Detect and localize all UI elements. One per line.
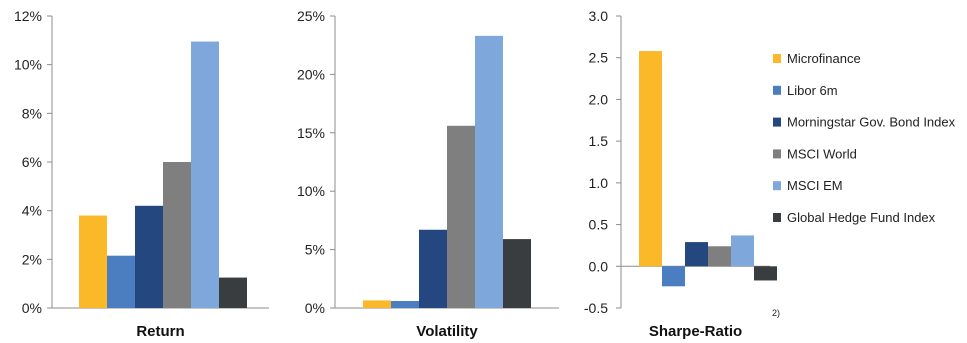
legend-label: MSCI World (787, 146, 857, 161)
bar-global-hedge-fund-index (219, 277, 247, 308)
y-tick-label: 4% (22, 203, 42, 219)
legend-item: MSCI World (773, 146, 857, 161)
legend-item: Morningstar Gov. Bond Index (773, 115, 956, 130)
y-tick-label: 0.5 (589, 217, 609, 233)
y-tick-label: 10% (297, 183, 325, 199)
y-tick-label: 2.0 (589, 91, 609, 107)
legend-item: MSCI EM (773, 178, 843, 193)
legend-swatch (773, 85, 781, 95)
y-tick-label: 15% (297, 125, 325, 141)
y-tick-label: 5% (305, 242, 325, 258)
chart-return: 0% 2% 4% 6% 8% 10% 12% Return (14, 8, 269, 340)
y-tick-label: 12% (14, 8, 42, 24)
bar-morningstar-gov-bond-index (685, 242, 708, 267)
legend-item: Microfinance (773, 51, 861, 66)
chart-title: Volatility (416, 323, 478, 340)
legend-label: Global Hedge Fund Index (787, 210, 936, 225)
y-tick-label: 0.0 (589, 258, 609, 274)
y-tick-label: 20% (297, 66, 325, 82)
bar-global-hedge-fund-index (754, 266, 777, 281)
legend-item: Global Hedge Fund Index (773, 210, 936, 225)
legend-label: Morningstar Gov. Bond Index (787, 115, 956, 130)
bar-morningstar-gov-bond-index (419, 229, 447, 308)
legend-swatch (773, 54, 781, 63)
charts-group: 0% 2% 4% 6% 8% 10% 12% Return 0% 5% 10% 15% 20% 25% Vo… (14, 8, 777, 340)
legend-label: Microfinance (787, 51, 861, 66)
y-tick-label: 1.0 (589, 175, 609, 191)
bar-microfinance (79, 215, 107, 308)
legend-swatch (773, 117, 781, 127)
bar-microfinance (363, 300, 391, 308)
bar-microfinance (639, 51, 662, 267)
y-tick-label: -0.5 (584, 300, 608, 316)
y-tick-label: 25% (297, 8, 325, 24)
bar-msci-em (191, 41, 219, 309)
y-tick-label: 8% (22, 105, 42, 121)
bar-libor-6m (107, 255, 135, 308)
bar-msci-world (708, 246, 731, 267)
y-tick-label: 3.0 (589, 8, 609, 24)
legend-label: Libor 6m (787, 83, 838, 98)
legend-swatch (773, 149, 781, 159)
chart-title: Return (136, 323, 184, 340)
y-tick-label: 2% (22, 251, 42, 267)
legend-swatch (773, 213, 781, 222)
bar-msci-em (475, 35, 503, 309)
y-tick-label: 2.5 (589, 50, 609, 66)
bar-msci-world (447, 125, 475, 309)
legend-swatch (773, 181, 781, 191)
y-tick-label: 10% (14, 57, 42, 73)
footnote: 2) (772, 308, 780, 318)
bar-morningstar-gov-bond-index (135, 205, 163, 308)
bar-global-hedge-fund-index (503, 239, 531, 308)
chart-volatility: 0% 5% 10% 15% 20% 25% Volatility (297, 8, 559, 340)
bar-libor-6m (391, 300, 419, 308)
legend: Microfinance Libor 6m Morningstar Gov. Bon… (773, 51, 956, 225)
bar-msci-em (731, 235, 754, 267)
chart-sharpe-ratio: -0.5 0.0 0.5 1.0 1.5 2.0 2.5 3.0 Sharpe-Ratio (584, 8, 777, 340)
legend-item: Libor 6m (773, 83, 838, 98)
chart-title: Sharpe-Ratio (649, 323, 742, 340)
y-tick-label: 0% (305, 300, 325, 316)
y-tick-label: 6% (22, 154, 42, 170)
y-tick-label: 0% (22, 300, 42, 316)
bar-msci-world (163, 162, 191, 308)
legend-label: MSCI EM (787, 178, 843, 193)
y-tick-label: 1.5 (589, 133, 609, 149)
bar-libor-6m (662, 266, 685, 287)
